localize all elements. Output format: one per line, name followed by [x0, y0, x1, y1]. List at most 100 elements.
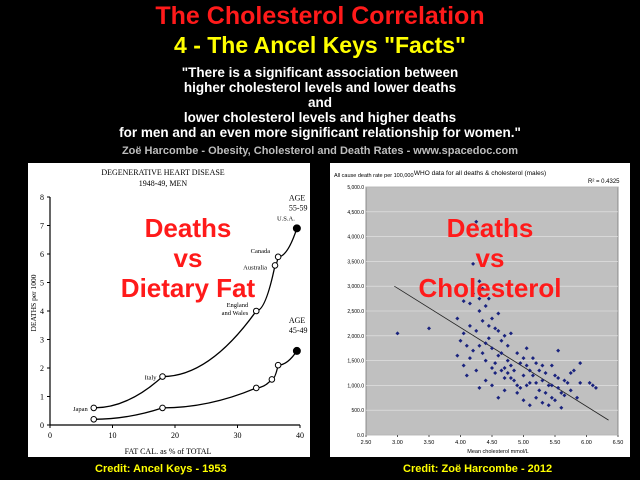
page-subtitle: 4 - The Ancel Keys "Facts" [174, 32, 466, 58]
who-data-point [540, 378, 545, 383]
keys-data-point [268, 376, 276, 383]
who-data-point [461, 331, 466, 336]
who-y-label: All cause death rate per 100,000 [334, 173, 414, 179]
keys-x-tick-label: 30 [234, 431, 242, 440]
quote-line-4: lower cholesterol levels and higher deat… [183, 110, 457, 125]
who-data-point [486, 323, 491, 328]
who-data-point [530, 356, 535, 361]
who-data-point [571, 368, 576, 373]
who-data-point [483, 341, 488, 346]
keys-series-line [93, 350, 298, 420]
keys-y-tick-label: 5 [40, 279, 44, 288]
who-data-point [556, 375, 561, 380]
who-data-point [493, 361, 498, 366]
keys-y-tick-label: 8 [40, 193, 44, 202]
who-data-point [537, 368, 542, 373]
who-data-point [575, 395, 580, 400]
who-data-point [502, 375, 507, 380]
keys-x-tick-label: 40 [296, 431, 304, 440]
who-data-point [524, 346, 529, 351]
who-x-label: Mean cholesterol mmol/L [467, 449, 528, 455]
who-data-point [505, 371, 510, 375]
who-data-point [515, 383, 520, 388]
keys-x-label: FAT CAL. as % of TOTAL [125, 447, 212, 456]
keys-data-point [252, 384, 260, 392]
who-data-point [515, 390, 520, 395]
keys-data-point [90, 404, 98, 412]
quote-line-5: for men and an even more significant rel… [119, 125, 521, 140]
keys-point-label: Australia [243, 264, 267, 271]
who-y-tick-label: 500.0 [351, 408, 364, 414]
who-data-point [496, 395, 501, 400]
who-data-point [549, 383, 554, 388]
who-data-point [534, 380, 539, 385]
who-data-point [527, 403, 532, 408]
who-data-point [524, 363, 529, 368]
who-data-point [458, 338, 463, 343]
who-data-point [508, 331, 513, 336]
keys-y-label: DEATHS per 1000 [29, 274, 38, 331]
who-data-point [508, 375, 513, 380]
who-y-tick-label: 4,000.0 [347, 235, 364, 241]
who-data-point [543, 371, 548, 375]
right-credit: Credit: Zoë Harcombe - 2012 [403, 463, 553, 475]
who-data-point [483, 304, 488, 309]
who-data-point [524, 383, 529, 388]
who-y-tick-label: 1,500.0 [347, 359, 364, 365]
who-data-point [480, 351, 485, 356]
who-x-tick-label: 3.50 [424, 440, 435, 446]
who-data-point [467, 301, 472, 306]
who-data-point [474, 328, 479, 333]
who-x-tick-label: 4.50 [487, 440, 498, 446]
who-data-point [505, 358, 510, 363]
who-data-point [546, 383, 551, 388]
keys-y-tick-label: 1 [40, 393, 44, 402]
keys-series-label: AGE [289, 193, 306, 202]
who-data-point [565, 380, 570, 385]
who-y-tick-label: 5,000.0 [347, 185, 364, 191]
who-data-point [587, 380, 592, 385]
who-data-point [540, 363, 545, 368]
who-data-point [530, 373, 535, 378]
who-x-tick-label: 2.50 [361, 440, 372, 446]
who-data-point [549, 395, 554, 400]
who-data-point [493, 326, 498, 331]
keys-x-tick-label: 0 [48, 431, 52, 440]
who-data-point [534, 395, 539, 400]
who-data-point [490, 366, 494, 371]
keys-y-tick-label: 7 [40, 222, 44, 231]
keys-point-label: Japan [73, 406, 89, 413]
who-y-tick-label: 2,500.0 [347, 309, 364, 315]
who-x-tick-label: 5.00 [518, 440, 529, 446]
who-data-point [477, 385, 482, 390]
keys-y-tick-label: 4 [40, 307, 44, 316]
keys-y-tick-label: 3 [40, 336, 44, 345]
keys-series-label: AGE [289, 316, 306, 325]
keys-point-label: England [227, 302, 249, 309]
who-data-point [534, 361, 539, 366]
keys-data-point [159, 373, 166, 380]
who-data-point [499, 351, 504, 356]
who-data-point [395, 331, 400, 336]
who-data-point [467, 356, 472, 361]
keys-data-point [271, 262, 279, 269]
who-data-point [483, 378, 488, 383]
who-data-point [505, 343, 510, 348]
who-data-point [496, 328, 501, 333]
who-data-point [471, 291, 476, 296]
who-data-point [549, 363, 554, 368]
who-data-point [471, 348, 476, 353]
who-data-point [467, 323, 472, 328]
keys-data-point [274, 253, 282, 261]
left-credit: Credit: Ancel Keys - 1953 [95, 463, 227, 475]
keys-data-point [292, 224, 301, 233]
who-x-tick-label: 5.50 [550, 440, 561, 446]
keys-data-point [159, 404, 166, 412]
who-chart: WHO data for all deaths & cholesterol (m… [334, 170, 623, 455]
who-x-tick-label: 6.00 [581, 440, 592, 446]
attribution: Zoë Harcombe - Obesity, Cholesterol and … [121, 145, 519, 157]
who-data-point [553, 398, 557, 403]
who-data-point [556, 385, 561, 390]
keys-point-label: Italy [145, 375, 158, 382]
keys-series-label: 45-49 [289, 326, 308, 335]
